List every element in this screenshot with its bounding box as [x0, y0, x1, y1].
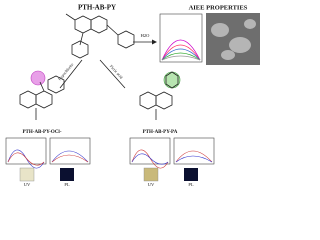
arrow — [99, 59, 126, 89]
vial-label: UV — [148, 182, 155, 187]
arrow-label: Hypochlorite — [57, 62, 75, 82]
product-label: PTH-AB-PY-OCl- — [23, 130, 62, 135]
aiee-title: AIEE PROPERTIES — [189, 4, 248, 11]
arrow-head — [152, 39, 157, 45]
vial-pl — [60, 168, 74, 181]
vial-label: UV — [24, 182, 31, 187]
molecule-top — [65, 13, 135, 59]
graphical-abstract: PTH-AB-PY H2O AIEE PROPERTIES Hypochlori… — [5, 4, 260, 187]
vial-pl — [184, 168, 198, 181]
product-label: PTH-AB-PY-PA — [143, 130, 178, 135]
arrow-label: H2O — [141, 33, 150, 38]
spectrum-plot — [159, 13, 203, 63]
vial-label: PL — [188, 182, 194, 187]
molecule-right — [139, 71, 179, 120]
compound-title: PTH-AB-PY — [78, 4, 116, 12]
arrow-label: Picric acid — [109, 64, 124, 80]
highlight — [30, 70, 46, 86]
sem-particles — [211, 19, 256, 60]
vial-uv — [143, 167, 159, 182]
vial-label: PL — [64, 182, 70, 187]
molecule-left — [19, 75, 65, 120]
small-spectra — [5, 137, 215, 169]
spectrum-curves — [161, 39, 201, 61]
vial-uv — [19, 167, 35, 182]
